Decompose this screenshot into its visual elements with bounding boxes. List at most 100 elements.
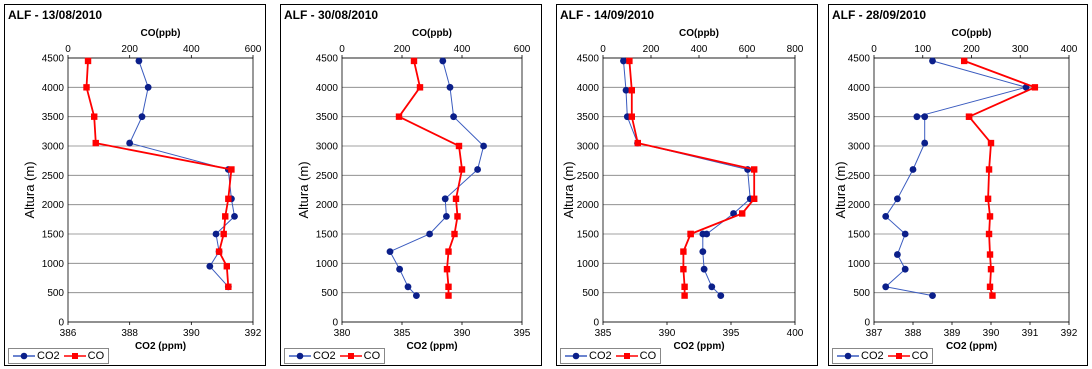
x-top-tick-label: 0 bbox=[600, 44, 606, 55]
co2-data-point bbox=[882, 213, 890, 220]
co-data-point bbox=[225, 283, 232, 290]
co-data-point bbox=[91, 113, 98, 120]
legend: CO2 CO bbox=[560, 348, 662, 364]
legend-item-co: CO bbox=[887, 350, 928, 362]
co-data-point bbox=[960, 57, 968, 65]
co2-legend-swatch bbox=[837, 352, 859, 360]
plot-frame bbox=[67, 57, 254, 323]
x-top-tick-label: 100 bbox=[914, 44, 931, 55]
x-bottom-tick-label: 390 bbox=[454, 328, 471, 339]
co-data-point bbox=[395, 113, 403, 120]
x-bottom-tick-label: 390 bbox=[983, 328, 1000, 339]
co2-data-point bbox=[404, 283, 412, 291]
x-top-axis-label: CO(ppb) bbox=[412, 28, 452, 39]
co-data-point bbox=[687, 230, 694, 238]
y-tick-label: 0 bbox=[864, 318, 870, 329]
co2-data-point bbox=[206, 262, 214, 270]
co2-data-point bbox=[212, 230, 220, 238]
co2-data-point bbox=[700, 265, 708, 273]
co-data-point bbox=[739, 210, 746, 217]
x-top-axis-label: CO(ppb) bbox=[141, 28, 181, 39]
x-top-tick-label: 200 bbox=[121, 44, 138, 55]
co-data-point bbox=[986, 251, 994, 258]
x-top-tick-label: 400 bbox=[183, 44, 200, 55]
co2-data-point bbox=[909, 166, 917, 173]
panel-title: ALF - 14/09/2010 bbox=[560, 8, 655, 22]
co2-data-point bbox=[921, 139, 929, 147]
y-tick-label: 3000 bbox=[577, 142, 600, 153]
co-data-point bbox=[454, 213, 461, 220]
legend-item-co: CO bbox=[339, 350, 381, 362]
co2-data-point bbox=[144, 83, 152, 91]
x-top-axis-label: CO(ppb) bbox=[679, 28, 719, 39]
x-top-tick-label: 800 bbox=[787, 44, 804, 55]
co-data-point bbox=[458, 166, 466, 173]
legend-item-co: CO bbox=[63, 350, 104, 362]
co2-data-point bbox=[921, 113, 929, 121]
y-axis-label: Altura (m) bbox=[22, 161, 37, 218]
x-bottom-tick-label: 390 bbox=[659, 328, 676, 339]
co-data-point bbox=[986, 283, 994, 290]
y-tick-label: 2000 bbox=[316, 200, 339, 211]
co2-data-point bbox=[717, 292, 725, 299]
co-data-point bbox=[83, 84, 90, 91]
co-data-point bbox=[628, 87, 635, 94]
co2-series-line bbox=[389, 60, 485, 296]
y-tick-label: 2000 bbox=[848, 200, 871, 211]
co-marker-icon bbox=[339, 351, 362, 361]
y-tick-label: 4000 bbox=[316, 83, 339, 94]
y-tick-label: 3000 bbox=[316, 142, 339, 153]
co2-data-point bbox=[699, 248, 707, 256]
co-data-point bbox=[410, 57, 418, 65]
co-marker-icon bbox=[615, 351, 638, 361]
y-tick-label: 4500 bbox=[42, 54, 65, 65]
co2-marker-icon bbox=[289, 351, 311, 361]
co-data-point bbox=[445, 292, 452, 299]
x-bottom-tick-label: 392 bbox=[245, 328, 262, 339]
co2-data-point bbox=[1022, 83, 1030, 91]
x-bottom-tick-label: 385 bbox=[595, 328, 612, 339]
co2-data-point bbox=[126, 139, 134, 147]
chart-panel-2: ALF - 30/08/2010 0 500 1000 1500 2000 2500 300… bbox=[280, 4, 542, 366]
co2-series-line bbox=[623, 60, 751, 296]
x-top-tick-label: 300 bbox=[1012, 44, 1029, 55]
y-tick-label: 2500 bbox=[577, 171, 600, 182]
co-data-point bbox=[455, 142, 463, 150]
co2-data-point bbox=[901, 265, 909, 273]
y-tick-label: 0 bbox=[593, 318, 599, 329]
legend-square-marker bbox=[623, 353, 630, 359]
co-data-point bbox=[215, 248, 223, 255]
co2-data-point bbox=[894, 251, 901, 258]
co-legend-swatch bbox=[887, 353, 910, 359]
co-data-point bbox=[634, 139, 641, 147]
x-bottom-tick-label: 380 bbox=[334, 328, 351, 339]
co2-data-point bbox=[450, 113, 457, 121]
co-legend-swatch bbox=[339, 353, 362, 359]
x-bottom-tick-label: 389 bbox=[944, 328, 961, 339]
co-data-point bbox=[987, 139, 995, 147]
y-tick-label: 1000 bbox=[42, 259, 65, 270]
legend: CO2 CO bbox=[8, 348, 110, 364]
legend-label-co: CO bbox=[363, 350, 381, 362]
y-tick-label: 3000 bbox=[42, 142, 65, 153]
y-axis-label: Altura (m) bbox=[561, 161, 576, 218]
co-data-point bbox=[452, 195, 460, 202]
co-series-line bbox=[963, 60, 1038, 296]
co-marker-icon bbox=[887, 351, 910, 361]
co-data-point bbox=[445, 248, 452, 255]
x-top-tick-label: 400 bbox=[1061, 44, 1078, 55]
legend-label-co2: CO2 bbox=[589, 350, 612, 362]
legend-label-co2: CO2 bbox=[313, 350, 336, 362]
x-top-tick-label: 600 bbox=[245, 44, 262, 55]
x-bottom-axis-label: CO2 (ppm) bbox=[946, 341, 997, 352]
co-data-point bbox=[987, 266, 995, 273]
co-data-point bbox=[222, 213, 229, 220]
x-bottom-tick-label: 387 bbox=[866, 328, 883, 339]
x-top-tick-label: 400 bbox=[691, 44, 708, 55]
legend-label-co2: CO2 bbox=[861, 350, 884, 362]
x-top-tick-label: 0 bbox=[339, 44, 345, 55]
co2-data-point bbox=[620, 57, 627, 65]
co-marker-icon bbox=[63, 351, 86, 361]
x-top-tick-label: 400 bbox=[454, 44, 471, 55]
